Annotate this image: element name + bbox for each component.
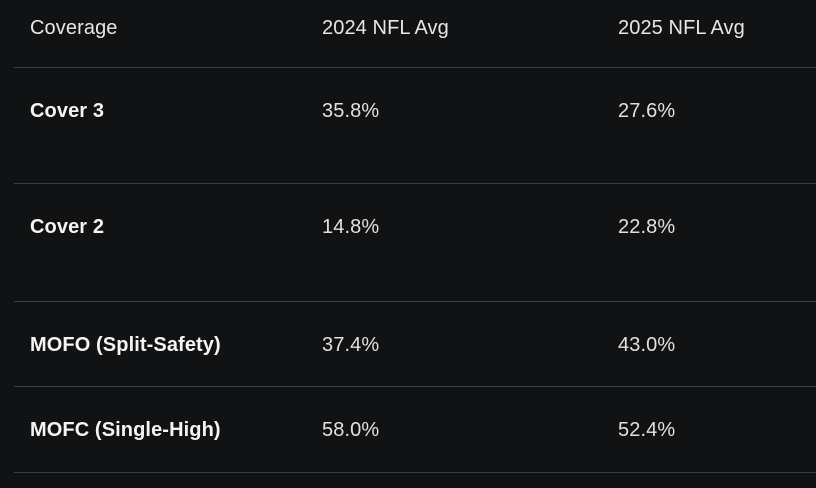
row-divider: [14, 472, 816, 473]
avg-2024-value: 58.0%: [322, 419, 380, 441]
coverage-label: Cover 3: [30, 100, 105, 122]
avg-2025-value: 52.4%: [618, 419, 676, 441]
table-row-mofc-single-high: MOFC (Single-High) 58.0% 52.4%: [0, 387, 816, 472]
avg-2024-value: 35.8%: [322, 100, 380, 122]
table-row-cover-3: Cover 3 35.8% 27.6%: [0, 68, 816, 183]
column-header-coverage: Coverage: [30, 17, 118, 39]
row-divider: [14, 67, 816, 68]
table-header-row: Coverage 2024 NFL Avg 2025 NFL Avg: [0, 0, 816, 67]
avg-2024-value: 14.8%: [322, 216, 380, 238]
column-header-2025-nfl-avg: 2025 NFL Avg: [618, 17, 745, 39]
row-divider: [14, 301, 816, 302]
avg-2025-value: 22.8%: [618, 216, 676, 238]
avg-2024-value: 37.4%: [322, 334, 380, 356]
coverage-label: Cover 2: [30, 216, 105, 238]
avg-2025-value: 43.0%: [618, 334, 676, 356]
coverage-label: MOFO (Split-Safety): [30, 334, 221, 356]
avg-2025-value: 27.6%: [618, 100, 676, 122]
column-header-2024-nfl-avg: 2024 NFL Avg: [322, 17, 449, 39]
table-row-mofo-split-safety: MOFO (Split-Safety) 37.4% 43.0%: [0, 302, 816, 386]
row-divider: [14, 386, 816, 387]
coverage-label: MOFC (Single-High): [30, 419, 221, 441]
row-divider: [14, 183, 816, 184]
table-row-cover-2: Cover 2 14.8% 22.8%: [0, 184, 816, 301]
